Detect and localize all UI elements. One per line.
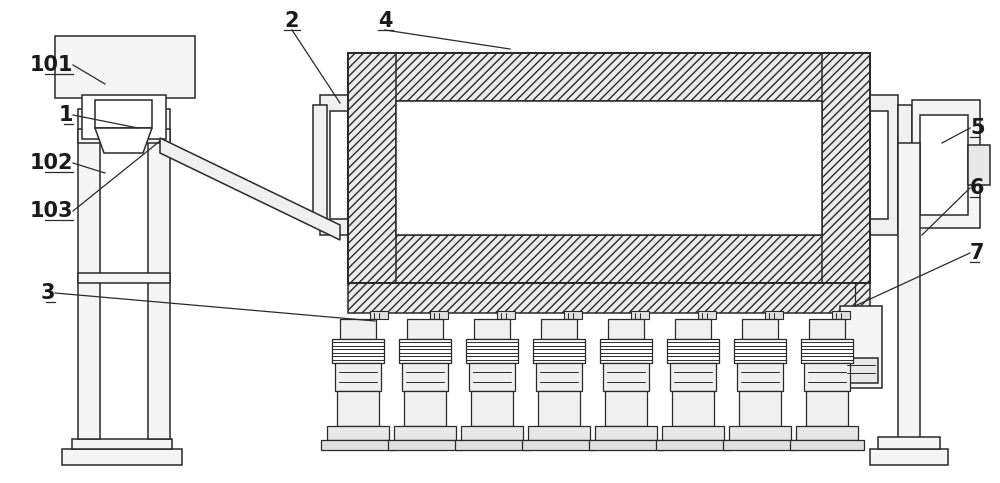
Bar — [595, 426, 657, 440]
Bar — [337, 391, 379, 426]
Bar — [327, 426, 389, 440]
Bar — [469, 363, 515, 391]
Bar — [898, 105, 912, 225]
Text: 3: 3 — [41, 283, 55, 303]
Bar — [737, 363, 783, 391]
Bar — [809, 319, 845, 339]
Bar — [348, 53, 870, 101]
Bar — [631, 311, 649, 319]
Bar — [675, 319, 711, 339]
Bar — [497, 311, 515, 319]
Bar — [313, 105, 327, 225]
Bar — [742, 319, 778, 339]
Text: 1: 1 — [59, 105, 73, 125]
Bar — [804, 363, 850, 391]
Bar — [320, 95, 348, 235]
Bar — [394, 426, 456, 440]
Text: 101: 101 — [30, 55, 73, 75]
Bar — [335, 363, 381, 391]
Bar — [348, 283, 870, 313]
Bar — [455, 440, 529, 450]
Bar — [796, 426, 858, 440]
Bar — [806, 391, 848, 426]
Text: 103: 103 — [30, 201, 73, 221]
Bar — [723, 440, 797, 450]
Bar — [739, 391, 781, 426]
Bar — [330, 111, 348, 219]
Bar — [790, 440, 864, 450]
Bar — [968, 145, 990, 185]
Bar — [656, 440, 730, 450]
Bar — [348, 53, 396, 283]
Bar — [474, 319, 510, 339]
Bar — [78, 273, 170, 283]
Bar — [522, 440, 596, 450]
Bar — [765, 311, 783, 319]
Bar — [370, 311, 388, 319]
Bar — [912, 100, 980, 228]
Bar — [528, 426, 590, 440]
Bar — [332, 339, 384, 363]
Bar — [605, 391, 647, 426]
Bar — [399, 339, 451, 363]
Bar — [840, 306, 882, 388]
Bar — [348, 235, 870, 283]
Bar — [321, 440, 395, 450]
Bar — [698, 311, 716, 319]
Bar — [62, 449, 182, 465]
Bar — [471, 391, 513, 426]
Bar — [878, 437, 940, 449]
Bar — [72, 439, 172, 449]
Bar — [898, 143, 920, 439]
Bar — [461, 426, 523, 440]
Bar — [870, 111, 888, 219]
Bar — [832, 311, 850, 319]
Bar — [430, 311, 448, 319]
Bar — [148, 109, 170, 439]
Bar — [608, 319, 644, 339]
Bar — [404, 391, 446, 426]
Bar — [402, 363, 448, 391]
Bar — [340, 319, 376, 339]
Bar — [734, 339, 786, 363]
Polygon shape — [160, 138, 340, 240]
Text: 2: 2 — [285, 11, 299, 31]
Bar — [729, 426, 791, 440]
Polygon shape — [95, 128, 152, 153]
Bar — [662, 426, 724, 440]
Bar — [670, 363, 716, 391]
Bar — [407, 319, 443, 339]
Bar — [920, 115, 968, 215]
Bar — [533, 339, 585, 363]
Bar — [538, 391, 580, 426]
Bar — [844, 358, 878, 383]
Bar — [82, 95, 166, 139]
Bar — [822, 53, 870, 283]
Bar — [466, 339, 518, 363]
Text: 5: 5 — [970, 118, 985, 138]
Bar — [603, 363, 649, 391]
Text: 4: 4 — [378, 11, 392, 31]
Bar — [536, 363, 582, 391]
Bar — [541, 319, 577, 339]
Bar — [801, 339, 853, 363]
Bar — [78, 129, 170, 143]
Bar — [870, 95, 898, 235]
Bar — [564, 311, 582, 319]
Bar — [396, 101, 822, 235]
Bar — [388, 440, 462, 450]
Text: 7: 7 — [970, 243, 984, 263]
Bar — [348, 53, 870, 283]
Bar — [667, 339, 719, 363]
Text: 6: 6 — [970, 178, 984, 198]
Bar — [870, 449, 948, 465]
Text: 102: 102 — [30, 153, 73, 173]
Bar — [78, 109, 100, 439]
Bar — [55, 36, 195, 98]
Bar — [589, 440, 663, 450]
Bar — [600, 339, 652, 363]
Bar — [672, 391, 714, 426]
Bar — [95, 100, 152, 128]
